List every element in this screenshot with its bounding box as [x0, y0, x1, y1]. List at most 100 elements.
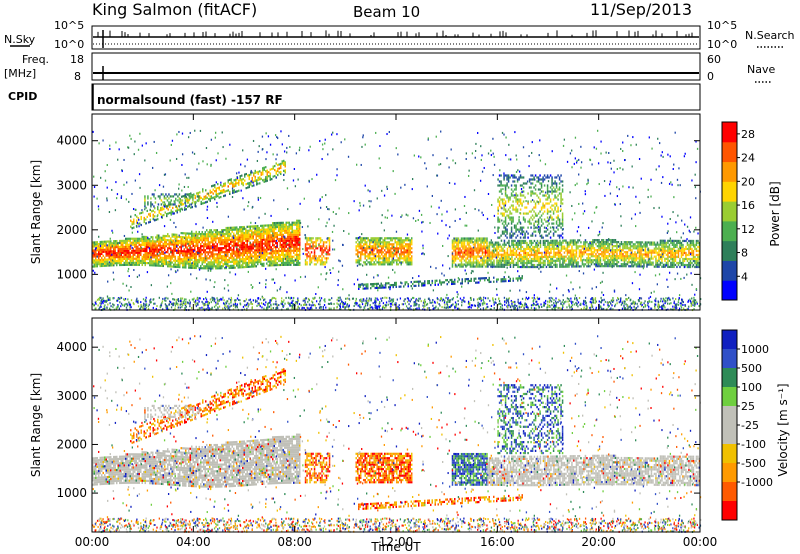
power-cell: [510, 212, 513, 215]
power-cell: [290, 255, 292, 258]
power-cell: [614, 249, 617, 252]
power-cell: [463, 263, 466, 266]
power-cell: [466, 253, 469, 256]
power-cell: [571, 261, 573, 264]
power-cell: [365, 251, 368, 254]
power-cell: [269, 168, 271, 171]
power-cell: [568, 241, 570, 244]
power-cell: [249, 243, 251, 246]
power-cell: [164, 248, 166, 252]
power-cell: [486, 237, 488, 240]
power-cell: [239, 177, 241, 180]
power-cell: [388, 253, 390, 256]
power-cell: [157, 206, 159, 209]
power-cell: [245, 263, 247, 267]
power-cell: [601, 263, 603, 266]
power-cell: [252, 259, 254, 262]
power-cell: [524, 257, 527, 261]
power-cell: [278, 257, 280, 261]
power-cell: [260, 254, 262, 258]
power-cell: [143, 255, 145, 259]
power-cell: [477, 259, 479, 262]
power-cell: [233, 179, 235, 182]
power-cell: [213, 249, 215, 252]
power-cell: [205, 201, 207, 204]
power-cell: [155, 256, 157, 259]
station-title: King Salmon (fitACF): [92, 0, 257, 19]
power-cell: [265, 166, 267, 169]
power-cell: [131, 237, 133, 240]
power-cell: [304, 249, 307, 252]
power-cell: [131, 223, 133, 226]
power-cell: [487, 259, 489, 262]
power-cell: [134, 239, 136, 242]
power-cell: [279, 227, 281, 230]
power-cell: [483, 251, 485, 254]
power-cell: [306, 253, 308, 256]
power-cell: [225, 266, 227, 270]
power-cell: [521, 265, 524, 269]
power-cell: [210, 241, 212, 244]
power-cell: [358, 241, 360, 244]
power-cell: [562, 239, 564, 242]
power-cell: [689, 251, 692, 255]
power-cell: [102, 240, 104, 243]
power-cell: [177, 239, 179, 243]
power-cell: [223, 194, 225, 198]
power-cell: [364, 241, 366, 244]
power-cell: [233, 256, 235, 259]
power-cell: [505, 255, 507, 258]
power-cell: [136, 221, 138, 224]
power-cell: [257, 261, 259, 264]
power-cell: [622, 243, 624, 246]
power-cell: [206, 245, 208, 248]
power-cell: [161, 208, 163, 211]
power-cell: [164, 211, 166, 214]
power-cell: [269, 258, 271, 261]
power-cell: [174, 245, 176, 248]
power-cell: [125, 241, 127, 244]
power-cell: [288, 235, 290, 238]
power-cell: [511, 249, 513, 252]
power-cell: [270, 228, 272, 231]
power-cell: [554, 243, 557, 246]
power-cell: [509, 176, 511, 179]
power-cell: [533, 239, 536, 243]
power-cell: [227, 179, 229, 182]
power-cell: [515, 255, 518, 259]
power-cell: [692, 255, 695, 259]
power-cell: [403, 239, 405, 242]
power-cell: [273, 224, 275, 227]
power-cell: [674, 239, 677, 242]
power-cell: [228, 244, 230, 248]
power-cell: [626, 255, 629, 258]
power-cell: [189, 264, 191, 267]
power-cell: [287, 229, 289, 232]
power-cell: [662, 247, 665, 250]
power-cell: [469, 259, 472, 262]
power-cell: [587, 261, 590, 264]
power-cell: [638, 263, 641, 266]
power-cell: [140, 249, 142, 252]
power-cell: [242, 182, 244, 185]
power-cell: [209, 197, 211, 200]
power-cell: [625, 257, 627, 260]
power-cell: [607, 265, 609, 268]
power-cell: [251, 231, 253, 234]
power-cell: [291, 227, 293, 230]
power-cell: [614, 240, 617, 244]
power-cell: [149, 260, 151, 263]
power-cell: [104, 242, 106, 245]
power-cell: [520, 259, 522, 263]
power-cell: [490, 259, 492, 262]
power-cell: [278, 227, 280, 231]
power-cell: [249, 233, 251, 236]
power-cell: [181, 203, 183, 206]
power-cell: [192, 232, 194, 235]
power-cell: [140, 223, 142, 227]
power-cell: [135, 249, 137, 252]
power-cell: [273, 228, 275, 231]
power-cell: [539, 241, 542, 245]
power-cell: [620, 251, 623, 254]
power-cell: [164, 242, 166, 246]
